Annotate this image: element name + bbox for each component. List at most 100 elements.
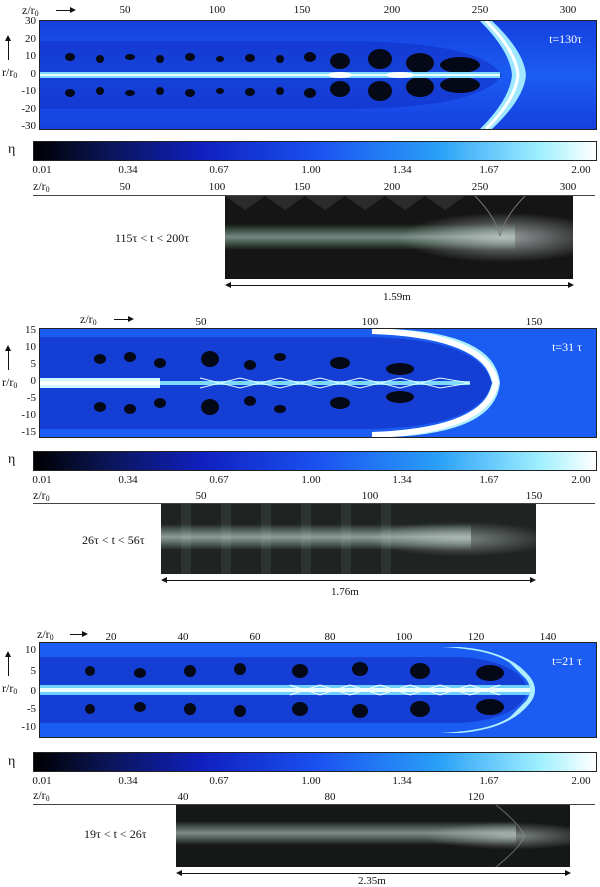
- arrowhead-left-icon: [161, 577, 167, 583]
- arrowhead-left-icon: [225, 282, 231, 288]
- exp-z-tick: 40: [177, 791, 189, 803]
- colorbar-tick: 1.67: [479, 775, 499, 787]
- sim-r-tick: 0: [30, 375, 37, 387]
- r-axis-arrow-icon: [8, 40, 9, 60]
- time-label: t=21 τ: [552, 654, 582, 668]
- z-axis-label: z/r0: [80, 312, 97, 327]
- z-axis-label: z/r0: [22, 3, 39, 18]
- exp-z-tick: 300: [559, 181, 577, 193]
- sim-r-tick: -5: [26, 703, 36, 715]
- exp-z-tick: 50: [119, 181, 131, 193]
- colorbar: [33, 451, 597, 471]
- arrowhead-right-icon: [565, 870, 571, 876]
- time-label: t=31 τ: [552, 340, 582, 354]
- eta-label: η: [8, 452, 16, 467]
- experiment-image: [161, 504, 536, 574]
- sim-z-tick: 40: [177, 631, 189, 643]
- sim-z-tick: 200: [383, 4, 401, 16]
- simulation-image: t=130τ: [39, 20, 597, 130]
- colorbar-tick: 0.67: [209, 474, 229, 486]
- arrowhead-right-icon: [530, 577, 536, 583]
- simulation-image: t=31 τ: [39, 328, 597, 438]
- sim-z-tick: 250: [471, 4, 489, 16]
- sim-r-tick: -20: [21, 103, 36, 115]
- r-axis-arrow-icon: [8, 656, 9, 676]
- exp-z-tick: 150: [525, 490, 543, 502]
- exp-axis-line: [33, 503, 595, 504]
- length-label: 2.35m: [358, 875, 386, 887]
- colorbar-tick: 1.00: [301, 775, 321, 787]
- length-arrow-icon: [230, 285, 568, 286]
- z-axis-arrowhead-icon: [82, 631, 88, 637]
- colorbar-tick: 0.67: [209, 164, 229, 176]
- exp-time-label: 19τ < t < 26τ: [84, 827, 147, 841]
- sim-z-tick: 60: [249, 631, 261, 643]
- sim-r-tick: 10: [25, 50, 36, 62]
- z-axis-arrow-icon: [70, 634, 84, 635]
- time-label: t=130τ: [549, 32, 582, 46]
- eta-label: η: [8, 754, 16, 769]
- sim-z-tick: 100: [208, 4, 226, 16]
- colorbar-tick: 2.00: [571, 164, 591, 176]
- colorbar-tick: 0.34: [118, 775, 138, 787]
- exp-z-tick: 100: [361, 490, 379, 502]
- sim-r-tick: 5: [30, 665, 37, 677]
- sim-r-tick: -10: [21, 721, 36, 733]
- exp-z-tick: 250: [471, 181, 489, 193]
- sim-r-tick: -10: [21, 409, 36, 421]
- simulation-image: t=21 τ: [39, 642, 597, 738]
- sim-r-tick: 30: [25, 15, 36, 27]
- colorbar-tick: 1.67: [479, 164, 499, 176]
- z-axis-arrow-icon: [114, 319, 130, 320]
- sim-r-tick: 10: [25, 644, 36, 656]
- z-axis-label: z/r0: [37, 627, 54, 642]
- r-axis-label: r/r0: [2, 375, 18, 390]
- exp-z-tick: 50: [195, 490, 207, 502]
- sim-z-tick: 80: [324, 631, 336, 643]
- exp-z-axis-label: z/r0: [33, 179, 50, 194]
- exp-z-tick: 100: [208, 181, 226, 193]
- sim-r-tick: -15: [21, 426, 36, 438]
- length-label: 1.59m: [383, 291, 411, 303]
- exp-z-axis-label: z/r0: [33, 488, 50, 503]
- sim-r-tick: 15: [25, 324, 36, 336]
- length-arrow-icon: [181, 873, 565, 874]
- colorbar-tick: 1.00: [301, 164, 321, 176]
- sim-z-tick: 140: [539, 631, 557, 643]
- colorbar-tick: 1.67: [479, 474, 499, 486]
- exp-z-tick: 200: [383, 181, 401, 193]
- z-axis-arrow-icon: [56, 10, 72, 11]
- sim-z-tick: 100: [361, 316, 379, 328]
- sim-z-tick: 120: [467, 631, 485, 643]
- exp-z-tick: 80: [324, 791, 336, 803]
- exp-axis-line: [33, 195, 595, 196]
- sim-z-tick: 20: [105, 631, 117, 643]
- r-axis-arrowhead-icon: [5, 651, 11, 657]
- z-axis-arrowhead-icon: [128, 316, 134, 322]
- experiment-image: [176, 805, 570, 867]
- sim-z-tick: 100: [395, 631, 413, 643]
- sim-z-tick: 50: [119, 4, 131, 16]
- sim-r-tick: 0: [30, 68, 37, 80]
- sim-z-tick: 150: [525, 316, 543, 328]
- colorbar-tick: 0.67: [209, 775, 229, 787]
- z-axis-arrowhead-icon: [70, 7, 76, 13]
- arrowhead-left-icon: [176, 870, 182, 876]
- colorbar-tick: 0.01: [32, 474, 52, 486]
- exp-z-tick: 120: [467, 791, 485, 803]
- colorbar-tick: 1.00: [301, 474, 321, 486]
- sim-r-tick: 20: [25, 33, 36, 45]
- r-axis-label: r/r0: [2, 65, 18, 80]
- sim-z-tick: 50: [195, 316, 207, 328]
- exp-axis-line: [33, 804, 595, 805]
- sim-r-tick: 10: [25, 341, 36, 353]
- exp-z-tick: 150: [293, 181, 311, 193]
- arrowhead-right-icon: [568, 282, 574, 288]
- colorbar-tick: 0.01: [32, 775, 52, 787]
- sim-r-tick: 0: [30, 685, 37, 697]
- colorbar-tick: 0.34: [118, 164, 138, 176]
- sim-z-tick: 300: [559, 4, 577, 16]
- colorbar-tick: 1.34: [392, 474, 412, 486]
- r-axis-arrowhead-icon: [5, 345, 11, 351]
- colorbar-tick: 1.34: [392, 775, 412, 787]
